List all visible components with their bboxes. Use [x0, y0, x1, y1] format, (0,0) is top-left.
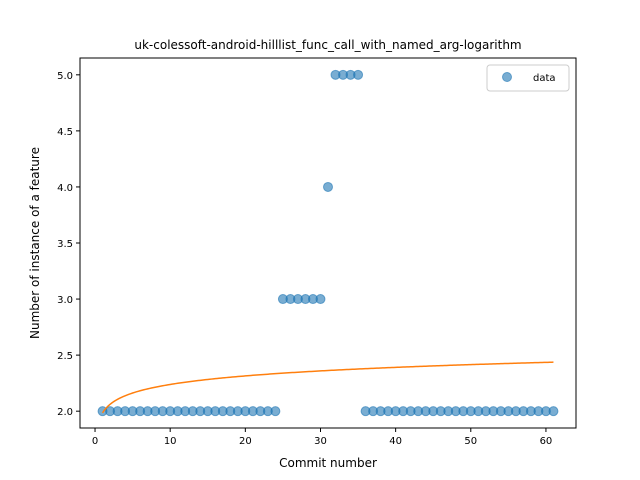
- x-tick-label: 0: [92, 436, 98, 447]
- x-tick-label: 60: [540, 436, 553, 447]
- y-tick-label: 2.0: [57, 407, 73, 418]
- y-tick-label: 3.0: [57, 295, 73, 306]
- x-tick-label: 10: [164, 436, 177, 447]
- data-point: [315, 294, 326, 305]
- y-tick-label: 4.5: [57, 127, 73, 138]
- x-tick-label: 20: [239, 436, 252, 447]
- legend: data: [486, 64, 570, 92]
- chart-title: uk-colessoft-android-hilllist_func_call_…: [134, 38, 521, 52]
- y-tick-label: 2.5: [57, 351, 73, 362]
- legend-label-data: data: [533, 73, 556, 84]
- x-axis-label: Commit number: [279, 456, 377, 470]
- y-tick-label: 3.5: [57, 239, 73, 250]
- x-tick-label: 50: [464, 436, 477, 447]
- data-point: [270, 406, 281, 417]
- y-tick-label: 4.0: [57, 183, 73, 194]
- y-axis: 2.0 2.5 3.0 3.5 4.0 4.5 5.0: [57, 71, 80, 418]
- plot-area: [97, 69, 559, 417]
- x-tick-label: 30: [314, 436, 327, 447]
- y-tick-label: 5.0: [57, 71, 73, 82]
- legend-marker-data: [502, 72, 512, 82]
- fit-line: [101, 361, 554, 414]
- data-point: [353, 69, 364, 80]
- x-axis: 0 10 20 30 40 50 60: [92, 428, 552, 447]
- y-axis-label: Number of instance of a feature: [28, 147, 42, 339]
- data-point: [548, 406, 559, 417]
- x-tick-label: 40: [389, 436, 402, 447]
- data-point: [323, 181, 333, 192]
- legend-box: [486, 64, 570, 92]
